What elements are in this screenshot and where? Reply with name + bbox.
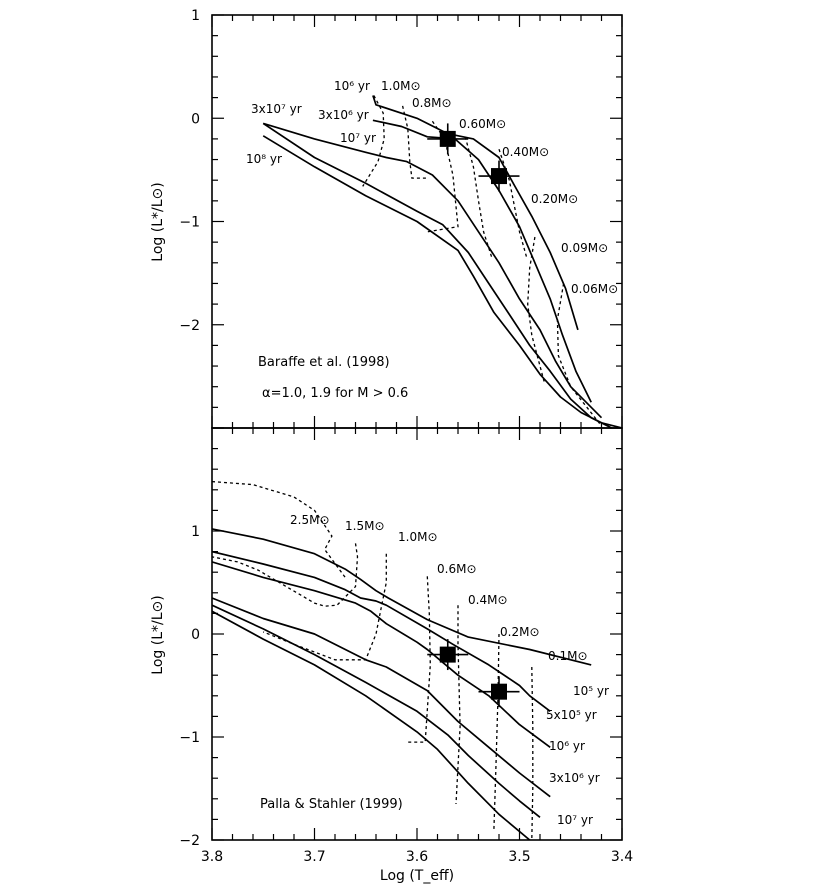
palla-panel: 2.5M⊙ 1.5M⊙ 1.0M⊙ 0.6M⊙ 0.4M⊙ 0.2M⊙ 0.1M… (150, 427, 623, 849)
isochrone-line (212, 610, 531, 840)
y-tick-label: 1 (191, 524, 200, 540)
baraffe-reference: Baraffe et al. (1998) (258, 355, 390, 370)
mass-track-line (531, 666, 534, 840)
x-tick-label: 3.7 (303, 849, 325, 865)
mass-label-2.5: 2.5M⊙ (290, 513, 330, 527)
mass-track-line (493, 633, 500, 830)
mass-track-line (455, 605, 461, 805)
mass-track-line (401, 105, 428, 179)
baraffe-points (427, 123, 520, 192)
iso-label-1e8: 10⁸ yr (246, 152, 282, 166)
isochrone-line (372, 95, 579, 331)
mass-label-0.1: 0.1M⊙ (548, 649, 588, 663)
x-tick-label: 3.8 (201, 849, 223, 865)
x-tick-label: 3.5 (508, 849, 530, 865)
palla-curves (212, 480, 592, 840)
isochrone-line (212, 550, 551, 712)
x-axis-label: Log (T_eff) (380, 868, 454, 884)
mass-label-1.5: 1.5M⊙ (345, 519, 385, 533)
mass-label-0.06: 0.06M⊙ (571, 282, 618, 296)
palla-ticks (211, 427, 623, 841)
isochrone-line (212, 561, 551, 748)
baraffe-ticks (211, 14, 623, 429)
data-point-marker (439, 646, 456, 663)
data-point-marker (491, 168, 507, 185)
mass-label-1.0: 1.0M⊙ (381, 79, 421, 93)
mass-track-line (262, 553, 387, 661)
mass-label-0.20: 0.20M⊙ (531, 192, 578, 206)
baraffe-ylabel: Log (L*/L⊙) (150, 182, 166, 261)
isochrone-line (212, 604, 541, 818)
y-tick-label: −1 (179, 215, 200, 231)
iso-label-1e7: 10⁷ yr (340, 131, 376, 145)
iso-label-1e5: 10⁵ yr (573, 684, 609, 698)
y-tick-label: 0 (191, 627, 200, 643)
mass-label-0.4: 0.4M⊙ (468, 593, 508, 607)
mass-track-line (464, 136, 493, 258)
palla-reference: Palla & Stahler (1999) (260, 797, 403, 812)
y-tick-label: −1 (179, 730, 200, 746)
iso-label-1e6-b: 10⁶ yr (549, 739, 585, 753)
mass-label-0.2: 0.2M⊙ (500, 625, 540, 639)
x-tick-label: 3.6 (406, 849, 428, 865)
mass-label-0.09: 0.09M⊙ (561, 241, 608, 255)
palla-points (427, 639, 520, 708)
mass-track-line (527, 236, 545, 382)
y-tick-label: 0 (191, 111, 200, 127)
isochrone-line (262, 135, 622, 428)
y-tick-label: −2 (179, 318, 200, 334)
mass-track-line (212, 480, 346, 578)
mass-track-line (406, 576, 431, 743)
mass-label-0.8: 0.8M⊙ (412, 96, 452, 110)
isochrone-line (262, 122, 613, 428)
iso-label-3e6: 3x10⁶ yr (318, 108, 369, 122)
iso-label-3e6-b: 3x10⁶ yr (549, 771, 600, 785)
mass-track-line (556, 283, 603, 427)
data-point-marker (439, 130, 456, 147)
palla-labels: 2.5M⊙ 1.5M⊙ 1.0M⊙ 0.6M⊙ 0.4M⊙ 0.2M⊙ 0.1M… (260, 513, 609, 827)
y-tick-label: −2 (179, 833, 200, 849)
baraffe-labels: 10⁶ yr 3x10⁶ yr 10⁷ yr 3x10⁷ yr 10⁸ yr 1… (246, 79, 618, 401)
mass-label-0.6: 0.6M⊙ (437, 562, 477, 576)
isochrone-line (262, 122, 603, 419)
isochrone-line (212, 528, 592, 666)
x-tick-label: 3.4 (611, 849, 633, 865)
y-tick-label: 1 (191, 8, 200, 24)
mass-label-1.0: 1.0M⊙ (398, 530, 438, 544)
palla-ylabel: Log (L*/L⊙) (150, 595, 166, 674)
iso-label-5e5: 5x10⁵ yr (546, 708, 597, 722)
mass-track-line (362, 95, 385, 187)
isochrone-line (212, 597, 551, 798)
mass-label-0.60: 0.60M⊙ (459, 117, 506, 131)
iso-label-3e7: 3x10⁷ yr (251, 102, 302, 116)
baraffe-alpha-note: α=1.0, 1.9 for M > 0.6 (262, 386, 408, 401)
iso-label-1e7-b: 10⁷ yr (557, 813, 593, 827)
isochrone-line (372, 119, 592, 403)
data-point-marker (491, 683, 507, 700)
baraffe-panel: 10⁶ yr 3x10⁶ yr 10⁷ yr 3x10⁷ yr 10⁸ yr 1… (150, 8, 623, 429)
x-tick-labels: 3.8 3.7 3.6 3.5 3.4 (201, 849, 633, 865)
iso-label-1e6: 10⁶ yr (334, 79, 370, 93)
mass-label-0.40: 0.40M⊙ (502, 145, 549, 159)
